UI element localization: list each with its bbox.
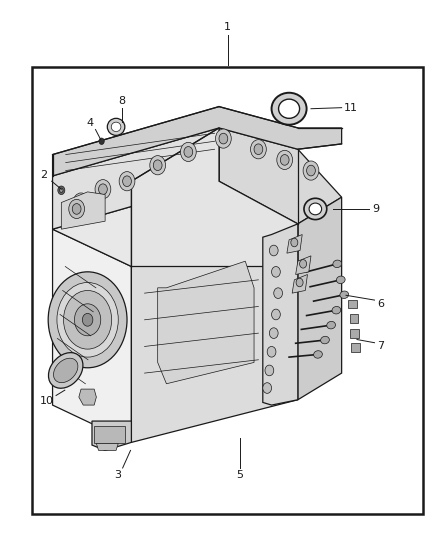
Circle shape — [267, 346, 276, 357]
Ellipse shape — [53, 358, 78, 383]
Polygon shape — [298, 197, 342, 400]
Circle shape — [153, 160, 162, 171]
Circle shape — [77, 197, 85, 208]
Polygon shape — [53, 229, 131, 442]
Circle shape — [265, 365, 274, 376]
Polygon shape — [292, 274, 307, 293]
Polygon shape — [296, 256, 311, 274]
Circle shape — [58, 186, 65, 195]
Ellipse shape — [304, 198, 327, 220]
Circle shape — [48, 272, 127, 368]
Ellipse shape — [111, 122, 121, 132]
Circle shape — [82, 313, 93, 326]
Circle shape — [269, 328, 278, 338]
Polygon shape — [351, 343, 360, 352]
Text: 1: 1 — [224, 22, 231, 31]
Text: 5: 5 — [237, 471, 244, 480]
Circle shape — [64, 290, 112, 349]
Polygon shape — [53, 181, 298, 266]
Text: 4: 4 — [86, 118, 93, 127]
Circle shape — [300, 260, 307, 268]
Text: 7: 7 — [378, 342, 385, 351]
Circle shape — [215, 129, 231, 148]
Circle shape — [277, 150, 293, 169]
Circle shape — [72, 204, 81, 214]
Polygon shape — [263, 224, 298, 405]
Circle shape — [99, 138, 104, 144]
Circle shape — [60, 188, 63, 192]
Polygon shape — [158, 261, 254, 384]
Text: 3: 3 — [114, 471, 121, 480]
Polygon shape — [131, 224, 298, 442]
Polygon shape — [287, 235, 302, 253]
Ellipse shape — [107, 118, 125, 135]
Circle shape — [303, 161, 319, 180]
Circle shape — [69, 199, 85, 219]
Polygon shape — [61, 192, 105, 229]
Ellipse shape — [49, 353, 83, 388]
Circle shape — [254, 144, 263, 155]
Circle shape — [274, 288, 283, 298]
Ellipse shape — [309, 203, 321, 215]
Polygon shape — [53, 128, 219, 229]
Circle shape — [57, 282, 118, 357]
Circle shape — [180, 142, 196, 161]
Ellipse shape — [321, 336, 329, 344]
Ellipse shape — [314, 351, 322, 358]
Circle shape — [272, 309, 280, 320]
Circle shape — [272, 266, 280, 277]
Bar — [32, 67, 423, 514]
Circle shape — [307, 165, 315, 176]
Circle shape — [99, 184, 107, 195]
Ellipse shape — [279, 99, 300, 118]
Polygon shape — [92, 421, 131, 450]
Text: 11: 11 — [343, 103, 357, 112]
Polygon shape — [350, 329, 359, 338]
Polygon shape — [94, 426, 125, 443]
Text: 9: 9 — [372, 204, 379, 214]
Polygon shape — [53, 107, 342, 176]
Ellipse shape — [340, 291, 349, 298]
Ellipse shape — [332, 306, 341, 314]
Polygon shape — [131, 128, 298, 266]
Circle shape — [269, 245, 278, 256]
Circle shape — [123, 176, 131, 187]
Polygon shape — [219, 128, 342, 224]
Polygon shape — [96, 443, 118, 450]
Circle shape — [280, 155, 289, 165]
Polygon shape — [79, 389, 96, 405]
Ellipse shape — [197, 306, 233, 339]
Circle shape — [74, 304, 101, 336]
Circle shape — [73, 193, 89, 212]
Text: 8: 8 — [118, 96, 125, 106]
Circle shape — [291, 238, 298, 247]
Ellipse shape — [187, 297, 243, 348]
Circle shape — [263, 383, 272, 393]
Text: 2: 2 — [40, 170, 47, 180]
Circle shape — [251, 140, 266, 159]
Circle shape — [150, 156, 166, 175]
Ellipse shape — [327, 321, 336, 329]
Text: 6: 6 — [378, 299, 385, 309]
Circle shape — [184, 147, 193, 157]
Circle shape — [95, 180, 111, 199]
Circle shape — [296, 278, 303, 287]
Polygon shape — [348, 300, 357, 308]
Text: 10: 10 — [40, 396, 54, 406]
Ellipse shape — [336, 276, 345, 284]
Polygon shape — [350, 314, 358, 323]
Ellipse shape — [333, 260, 342, 268]
Ellipse shape — [178, 289, 251, 356]
Circle shape — [119, 172, 135, 191]
Circle shape — [219, 133, 228, 144]
Ellipse shape — [272, 93, 307, 125]
